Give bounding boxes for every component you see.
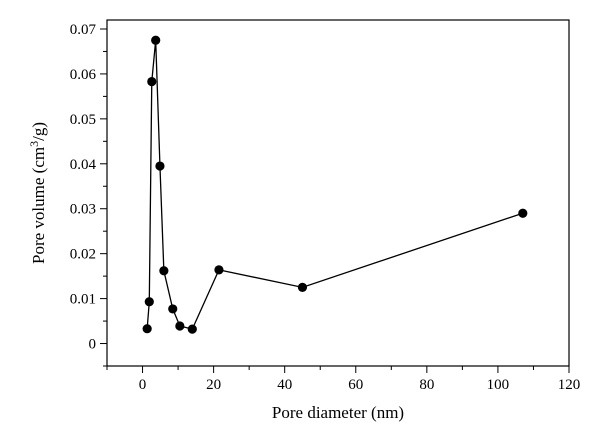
y-tick-label: 0.04 [70,157,97,173]
data-point [214,265,224,275]
data-point [168,304,178,314]
x-tick-label: 60 [348,377,363,393]
y-axis: 0 0.01 0.02 0.03 0.04 0.05 0.06 0.07 [70,22,107,367]
x-tick-label: 0 [139,377,147,393]
y-tick-label: 0.03 [70,202,96,218]
x-axis: 0 20 40 60 80 100 120 [106,366,581,393]
y-tick-label: 0.05 [70,112,96,128]
x-tick-label: 80 [419,377,434,393]
y-tick-label: 0.06 [70,67,97,83]
series-line [146,40,524,330]
x-tick-label: 120 [558,377,581,393]
plot-frame [106,19,570,367]
data-point [518,208,528,218]
y-axis-title-prefix: Pore volume (cm [29,147,48,264]
data-point [159,266,169,276]
data-point [297,282,308,292]
data-point [147,76,157,87]
y-axis-title: Pore volume (cm3/g) [27,122,48,264]
data-point [175,321,185,331]
data-point [142,324,152,334]
y-axis-title-superscript: 3 [27,141,41,147]
y-axis-title-suffix: /g) [29,122,48,141]
data-series [142,35,528,334]
data-point [155,161,165,171]
data-point [144,297,154,307]
y-tick-label: 0 [89,337,97,353]
y-tick-label: 0.02 [70,247,96,263]
y-tick-label: 0.07 [70,22,97,38]
y-tick-label: 0.01 [70,292,96,308]
x-tick-label: 40 [277,377,292,393]
x-axis-title: Pore diameter (nm) [272,403,404,422]
data-point [187,324,197,334]
data-point [151,35,161,45]
x-tick-label: 20 [206,377,221,393]
x-tick-label: 100 [487,377,510,393]
